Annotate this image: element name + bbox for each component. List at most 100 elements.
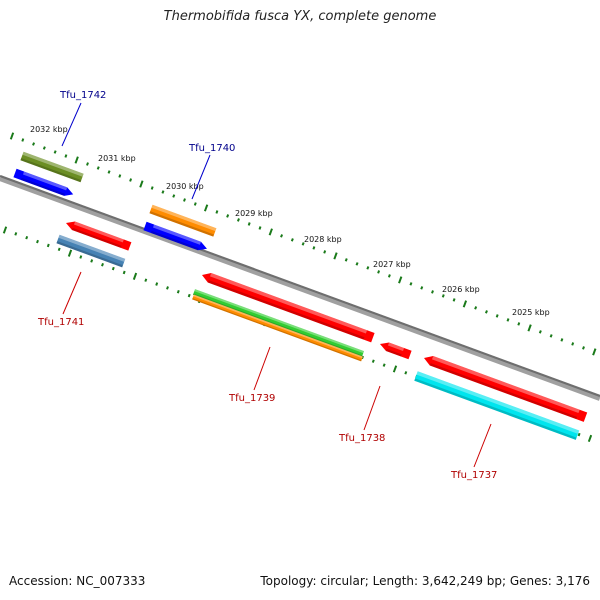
minor-tick [79,255,83,259]
minor-tick [118,174,122,178]
minor-tick [571,342,575,346]
minor-tick [371,359,375,363]
minor-tick [21,138,25,142]
leader-line [363,385,381,431]
kbp-label: 2026 kbp [442,285,480,294]
minor-tick [452,298,456,302]
major-tick [74,156,79,164]
minor-tick [506,318,510,322]
leader-line [62,271,82,315]
gene-bar-blue-shade [150,230,199,251]
minor-tick [312,246,316,250]
major-tick [527,324,532,332]
gene-bar-red-highlight [73,221,124,243]
minor-tick [290,238,294,242]
leader-line [473,423,492,468]
major-tick [139,180,144,188]
gene-bar-red-shade [207,280,365,340]
gene-bar-cyan [414,371,580,440]
gene-bar-red [424,356,588,422]
major-tick [398,276,403,284]
gene-bar-steelblue-body [56,234,126,268]
major-tick [392,365,398,373]
gene-label-tfu-1738: Tfu_1738 [338,433,385,444]
minor-tick [247,222,251,226]
gene-bar-olive-highlight [22,151,84,177]
gene-bar-olive-body [20,151,84,183]
gene-bar-green-highlight [194,289,365,354]
minor-tick [582,346,585,350]
gene-bar-cyan-highlight [416,371,580,434]
gene-bar-green [192,289,365,357]
minor-tick [377,270,381,274]
minor-tick [46,243,50,248]
major-tick [268,228,273,236]
minor-tick [409,282,413,286]
gene-bar-red-highlight [432,356,580,414]
minor-tick [96,166,100,170]
genome-backbone-edge [0,175,600,397]
minor-tick [226,214,230,218]
minor-tick [32,142,36,146]
leader-line [253,346,271,391]
major-tick [592,348,597,356]
gene-bar-red-body [424,356,588,422]
minor-tick [166,286,169,290]
major-tick [333,252,338,260]
gene-bar-green-shade [192,293,363,357]
minor-tick [484,310,488,314]
minor-tick [404,371,408,375]
gene-bar-red [202,273,375,343]
gene-bar-orange-shade [149,211,215,237]
gene-bar-red-shade [429,363,578,420]
gene-bar-red-body [66,221,132,251]
minor-tick [549,334,553,338]
minor-tick [560,338,564,342]
gene-bar-red-highlight [210,273,368,334]
major-tick [462,300,468,308]
gene-label-tfu-1737: Tfu_1737 [450,470,497,481]
gene-bar-blue [13,168,74,196]
minor-tick [122,270,126,275]
minor-tick [144,278,148,282]
minor-tick [538,330,542,334]
minor-tick [280,234,284,238]
minor-tick [107,170,111,174]
gene-bar-orange-body [149,204,217,237]
accession-label: Accession: NC_007333 [9,574,146,588]
minor-tick [90,259,94,263]
gene-bar-orange-body [192,294,363,362]
minor-tick [420,286,424,290]
minor-tick [323,250,327,254]
gene-bar-steelblue [56,234,126,268]
minor-tick [441,294,445,298]
minor-tick [150,186,154,190]
minor-tick [382,363,386,367]
major-tick [132,272,138,280]
major-tick [587,434,593,443]
gene-label-tfu-1740: Tfu_1740 [188,143,235,154]
kbp-label: 2028 kbp [304,235,342,244]
gene-bar-orange-highlight [151,204,217,232]
gene-label-tfu-1741: Tfu_1741 [37,317,84,328]
minor-tick [301,242,305,246]
minor-tick [187,293,191,298]
minor-tick [86,162,89,166]
gene-bar-red-body [380,342,412,360]
major-tick [2,226,8,234]
gene-bar-cyan-body [414,371,580,440]
minor-tick [42,146,46,150]
gene-bar-cyan-shade [414,378,577,440]
minor-tick [387,274,391,278]
minor-tick [36,239,39,244]
gene-bar-olive [20,151,84,183]
minor-tick [344,258,348,262]
minor-tick [155,282,159,286]
minor-tick [101,262,104,267]
major-tick [67,249,73,257]
gene-bar-red [380,342,412,360]
gene-bar-red-shade [71,227,122,248]
minor-tick [57,247,61,252]
gene-bar-red-shade [385,348,402,357]
